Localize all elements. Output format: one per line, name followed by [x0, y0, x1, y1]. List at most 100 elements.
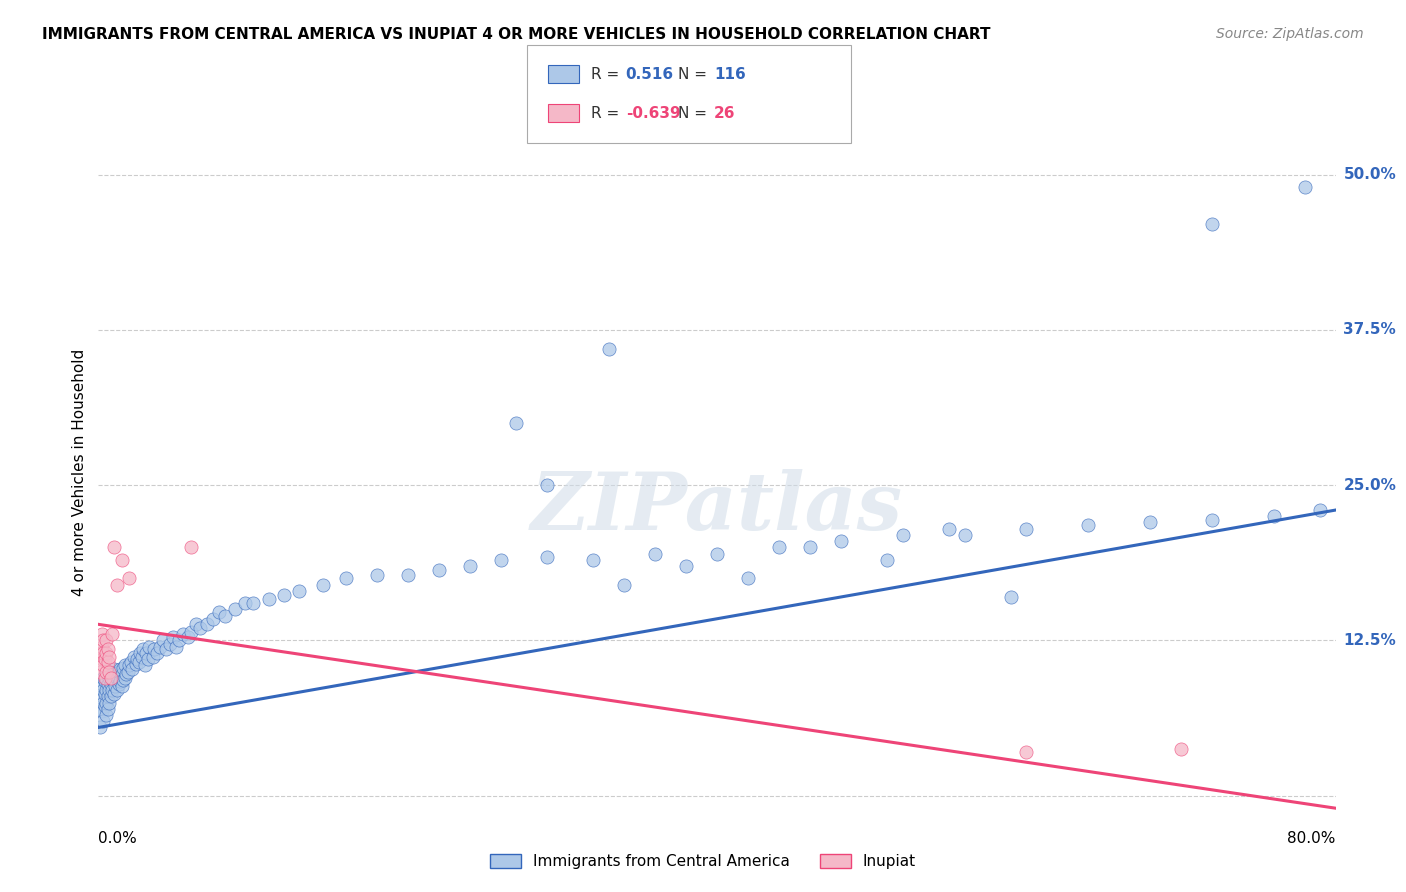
Point: [91, 658, 114, 673]
Point: [129, 646, 152, 660]
Text: 12.5%: 12.5%: [1344, 633, 1396, 648]
Point: [90, 704, 112, 718]
Point: [312, 577, 335, 591]
Point: [101, 683, 124, 698]
Point: [90, 627, 112, 641]
Point: [100, 690, 122, 704]
Point: [233, 596, 257, 610]
Point: [90, 640, 112, 654]
Point: [120, 655, 142, 669]
Point: [208, 605, 231, 619]
Point: [107, 665, 129, 679]
Point: [366, 567, 388, 582]
Legend: Immigrants from Central America, Inupiat: Immigrants from Central America, Inupiat: [484, 848, 922, 875]
Text: 80.0%: 80.0%: [1288, 830, 1336, 846]
Point: [1015, 745, 1038, 759]
Point: [184, 617, 207, 632]
Point: [98, 665, 121, 679]
Point: [146, 646, 169, 660]
Point: [162, 630, 184, 644]
Point: [830, 534, 852, 549]
Point: [97, 690, 120, 704]
Point: [427, 563, 450, 577]
Point: [167, 633, 190, 648]
Point: [90, 652, 112, 666]
Point: [97, 655, 120, 669]
Point: [108, 662, 131, 676]
Text: R =: R =: [591, 106, 624, 120]
Point: [190, 621, 212, 635]
Point: [536, 550, 558, 565]
Point: [96, 665, 118, 679]
Point: [1139, 516, 1161, 530]
Text: ZIPatlas: ZIPatlas: [531, 469, 903, 546]
Point: [136, 652, 159, 666]
Point: [138, 640, 160, 654]
Point: [111, 552, 132, 567]
Point: [876, 552, 898, 567]
Point: [1201, 217, 1223, 231]
Point: [90, 677, 112, 691]
Point: [93, 687, 115, 701]
Point: [1309, 503, 1331, 517]
Point: [128, 655, 150, 669]
Point: [91, 646, 114, 660]
Point: [953, 528, 976, 542]
Point: [172, 627, 194, 641]
Text: 37.5%: 37.5%: [1344, 322, 1396, 337]
Point: [165, 640, 187, 654]
Point: [93, 671, 115, 685]
Point: [100, 665, 122, 679]
Point: [675, 558, 697, 573]
Point: [105, 577, 128, 591]
Point: [114, 671, 136, 685]
Point: [114, 658, 136, 673]
Point: [89, 702, 111, 716]
Point: [613, 577, 636, 591]
Point: [1015, 522, 1038, 536]
Point: [938, 522, 960, 536]
Point: [177, 630, 200, 644]
Point: [105, 683, 128, 698]
Point: [288, 583, 311, 598]
Point: [644, 547, 666, 561]
Text: Source: ZipAtlas.com: Source: ZipAtlas.com: [1216, 27, 1364, 41]
Point: [104, 667, 127, 681]
Point: [134, 658, 156, 673]
Point: [112, 661, 135, 675]
Point: [396, 567, 419, 582]
Point: [96, 646, 118, 660]
Point: [159, 637, 181, 651]
Point: [89, 721, 111, 735]
Point: [582, 552, 605, 567]
Point: [143, 642, 166, 657]
Point: [103, 687, 125, 701]
Point: [149, 640, 172, 654]
Point: [737, 571, 759, 585]
Point: [117, 665, 139, 679]
Point: [1294, 180, 1316, 194]
Point: [118, 658, 141, 673]
Point: [124, 657, 146, 672]
Point: [96, 671, 118, 685]
Text: IMMIGRANTS FROM CENTRAL AMERICA VS INUPIAT 4 OR MORE VEHICLES IN HOUSEHOLD CORRE: IMMIGRANTS FROM CENTRAL AMERICA VS INUPI…: [42, 27, 991, 42]
Point: [98, 696, 121, 710]
Point: [111, 680, 132, 694]
Point: [93, 674, 115, 689]
Point: [89, 646, 111, 660]
Point: [273, 588, 295, 602]
Point: [1201, 513, 1223, 527]
Point: [103, 541, 125, 555]
Point: [97, 642, 120, 657]
Point: [335, 571, 357, 585]
Text: 0.516: 0.516: [626, 67, 673, 81]
Point: [97, 677, 120, 691]
Point: [155, 642, 177, 657]
Point: [224, 602, 246, 616]
Point: [98, 683, 121, 698]
Point: [152, 633, 174, 648]
Point: [93, 699, 115, 714]
Point: [98, 649, 121, 664]
Point: [180, 541, 202, 555]
Point: [1170, 741, 1192, 756]
